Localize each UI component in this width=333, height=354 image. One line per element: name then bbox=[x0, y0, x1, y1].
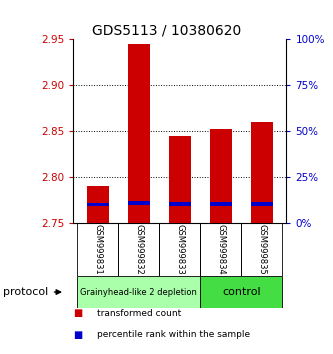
Bar bbox=[200, 276, 282, 308]
Bar bbox=[209, 129, 232, 223]
Text: GDS5113 / 10380620: GDS5113 / 10380620 bbox=[92, 23, 241, 37]
Text: GSM999834: GSM999834 bbox=[216, 224, 225, 275]
Text: ■: ■ bbox=[73, 330, 83, 339]
Text: ■: ■ bbox=[73, 308, 83, 318]
Bar bbox=[77, 223, 118, 276]
Bar bbox=[168, 136, 191, 223]
Bar bbox=[200, 223, 241, 276]
Bar bbox=[159, 223, 200, 276]
Text: GSM999831: GSM999831 bbox=[93, 224, 102, 275]
Text: Grainyhead-like 2 depletion: Grainyhead-like 2 depletion bbox=[80, 287, 197, 297]
Text: GSM999832: GSM999832 bbox=[134, 224, 143, 275]
Bar bbox=[250, 202, 273, 206]
Bar bbox=[118, 223, 159, 276]
Bar bbox=[87, 186, 109, 223]
Bar bbox=[128, 44, 150, 223]
Text: GSM999833: GSM999833 bbox=[175, 224, 184, 275]
Text: transformed count: transformed count bbox=[97, 309, 181, 318]
Bar bbox=[128, 201, 150, 205]
Text: GSM999835: GSM999835 bbox=[257, 224, 266, 275]
Bar bbox=[87, 203, 109, 206]
Bar bbox=[209, 202, 232, 206]
Bar bbox=[250, 122, 273, 223]
Text: percentile rank within the sample: percentile rank within the sample bbox=[97, 330, 250, 339]
Bar bbox=[168, 202, 191, 206]
Bar bbox=[77, 276, 200, 308]
Text: protocol: protocol bbox=[3, 287, 49, 297]
Bar bbox=[241, 223, 282, 276]
Text: control: control bbox=[222, 287, 261, 297]
